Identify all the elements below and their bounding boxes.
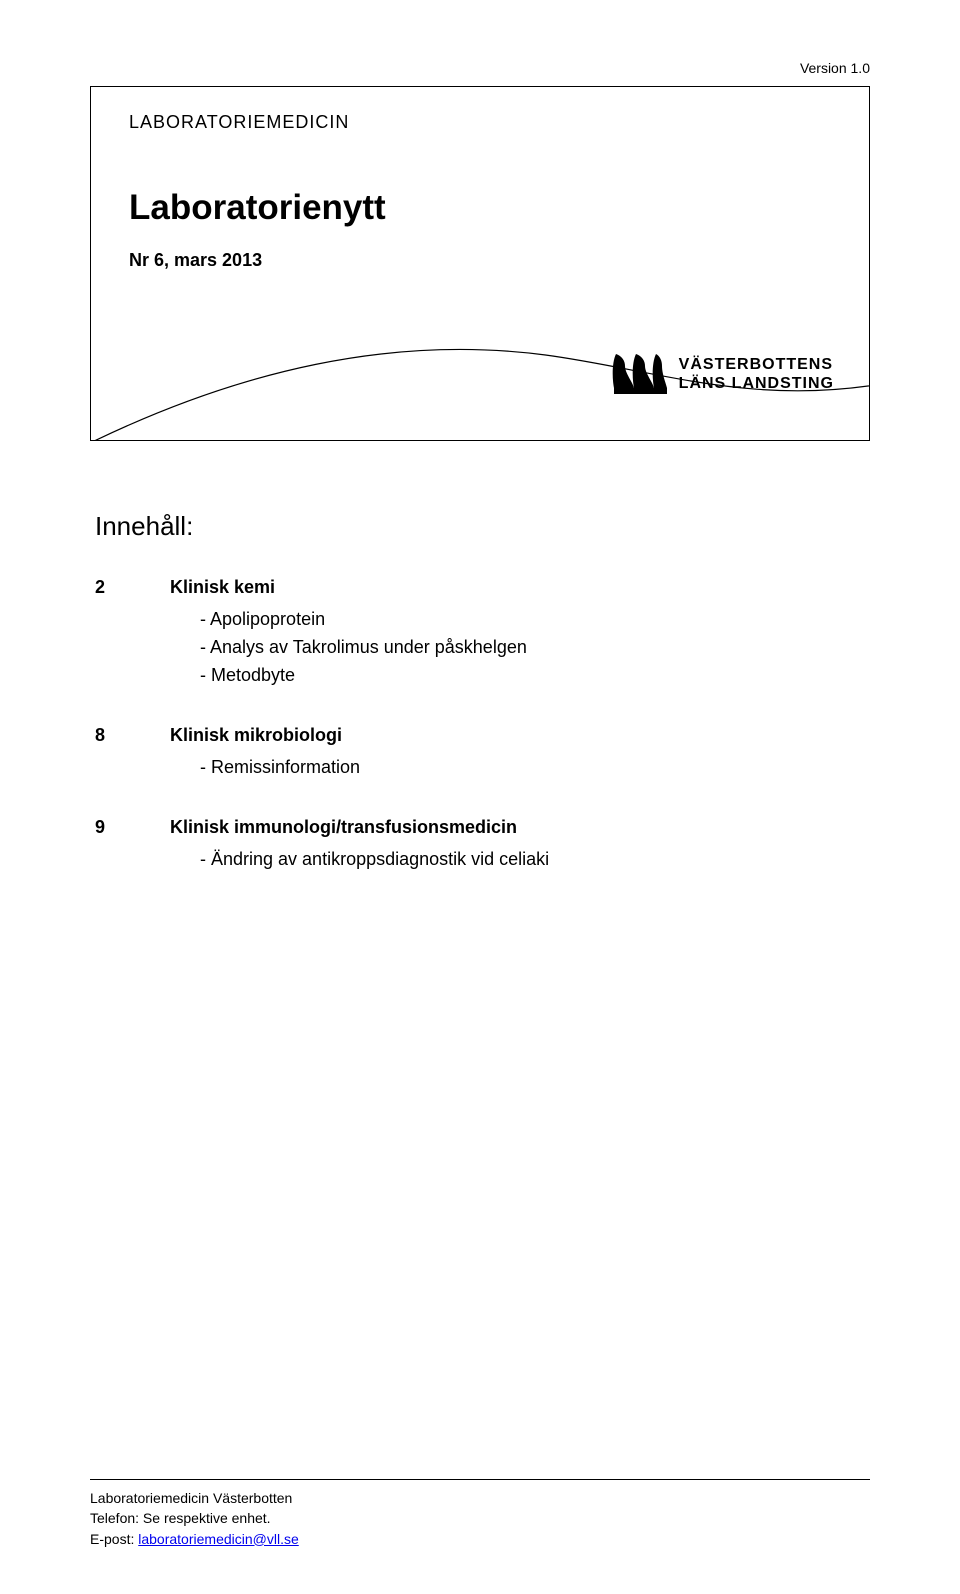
toc-item: - Apolipoprotein [200,606,870,634]
header-box: LABORATORIEMEDICIN Laboratorienytt Nr 6,… [90,86,870,441]
toc-item: - Metodbyte [200,662,870,690]
content-title: Innehåll: [95,511,870,542]
newsletter-title: Laboratorienytt [91,133,869,228]
toc-page-number: 2 [95,577,170,598]
toc-heading: 2 Klinisk kemi [95,577,870,598]
toc-item: - Ändring av antikroppsdiagnostik vid ce… [200,846,870,874]
footer-email-link[interactable]: laboratoriemedicin@vll.se [138,1531,299,1547]
toc-section-2: 8 Klinisk mikrobiologi - Remissinformati… [95,725,870,782]
toc-heading-text: Klinisk mikrobiologi [170,725,342,746]
footer-org: Laboratoriemedicin Västerbotten [90,1488,870,1508]
footer-divider [90,1479,870,1480]
document-page: Version 1.0 LABORATORIEMEDICIN Laborator… [0,0,960,1594]
logo-text-line2: LÄNS LANDSTING [679,374,834,393]
landsting-logo-icon [607,348,669,400]
footer-phone: Telefon: Se respektive enhet. [90,1508,870,1528]
toc-heading-text: Klinisk immunologi/transfusionsmedicin [170,817,517,838]
toc-item: - Remissinformation [200,754,870,782]
toc-section-1: 2 Klinisk kemi - Apolipoprotein - Analys… [95,577,870,690]
issue-subtitle: Nr 6, mars 2013 [91,228,869,271]
toc-items: - Apolipoprotein - Analys av Takrolimus … [95,606,870,690]
toc-items: - Remissinformation [95,754,870,782]
toc-section-3: 9 Klinisk immunologi/transfusionsmedicin… [95,817,870,874]
org-logo: VÄSTERBOTTENS LÄNS LANDSTING [607,348,834,400]
toc-page-number: 8 [95,725,170,746]
version-label: Version 1.0 [90,60,870,76]
toc-page-number: 9 [95,817,170,838]
department-label: LABORATORIEMEDICIN [91,87,869,133]
page-footer: Laboratoriemedicin Västerbotten Telefon:… [90,1479,870,1549]
toc-heading-text: Klinisk kemi [170,577,275,598]
toc-item: - Analys av Takrolimus under påskhelgen [200,634,870,662]
content-area: Innehåll: 2 Klinisk kemi - Apolipoprotei… [90,511,870,873]
toc-heading: 8 Klinisk mikrobiologi [95,725,870,746]
logo-text-line1: VÄSTERBOTTENS [679,355,834,374]
logo-text: VÄSTERBOTTENS LÄNS LANDSTING [679,355,834,393]
footer-email-prefix: E-post: [90,1531,138,1547]
toc-heading: 9 Klinisk immunologi/transfusionsmedicin [95,817,870,838]
toc-items: - Ändring av antikroppsdiagnostik vid ce… [95,846,870,874]
footer-email-line: E-post: laboratoriemedicin@vll.se [90,1529,870,1549]
